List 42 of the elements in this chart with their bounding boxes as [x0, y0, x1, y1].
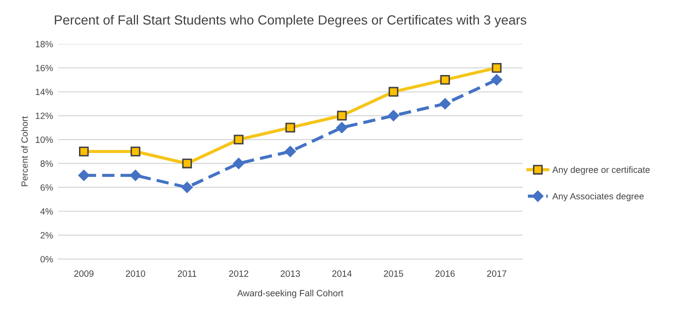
x-tick-label: 2016 — [436, 270, 455, 277]
y-tick-label: 18% — [36, 40, 53, 48]
point — [491, 74, 502, 86]
y-tick-label: 16% — [36, 64, 53, 72]
x-tick-label: 2009 — [74, 270, 94, 277]
point — [492, 62, 502, 73]
x-axis-title: Award-seeking Fall Cohort — [237, 290, 344, 298]
y-tick-label: 0% — [40, 256, 53, 262]
legend-label: Any Associates degree — [552, 192, 644, 202]
point — [78, 146, 89, 156]
point — [78, 170, 90, 182]
point — [336, 122, 348, 134]
y-tick-label: 6% — [40, 184, 53, 191]
x-tick-label: 2011 — [178, 270, 196, 277]
y-tick-label: 10% — [36, 136, 53, 143]
y-tick-label: 14% — [36, 88, 53, 96]
x-tick-label: 2014 — [332, 270, 352, 277]
x-tick-label: 2015 — [384, 270, 404, 277]
point — [130, 170, 142, 182]
x-tick-label: 2010 — [126, 270, 146, 277]
point — [284, 146, 296, 158]
y-tick-label: 4% — [40, 208, 53, 215]
point — [181, 182, 193, 193]
y-tick-label: 12% — [36, 112, 53, 119]
x-tick-label: 2013 — [280, 270, 300, 277]
x-tick-label: 2012 — [229, 270, 248, 277]
y-tick-label: 2% — [40, 232, 53, 238]
point — [439, 98, 451, 110]
point — [233, 158, 244, 170]
y-tick-label: 8% — [40, 160, 53, 167]
point — [130, 146, 140, 156]
point — [337, 110, 347, 121]
point — [285, 122, 296, 132]
point — [182, 158, 192, 168]
chart-title: Percent of Fall Start Students who Complete Degrees or Certificates with 3 years — [54, 14, 526, 28]
point — [234, 134, 244, 144]
x-tick-label: 2017 — [487, 270, 506, 277]
y-axis-title: Percent of Cohort — [21, 116, 28, 186]
point — [440, 74, 450, 85]
point — [388, 86, 398, 97]
legend-label: Any degree or certificate — [552, 166, 650, 175]
point — [388, 110, 400, 122]
